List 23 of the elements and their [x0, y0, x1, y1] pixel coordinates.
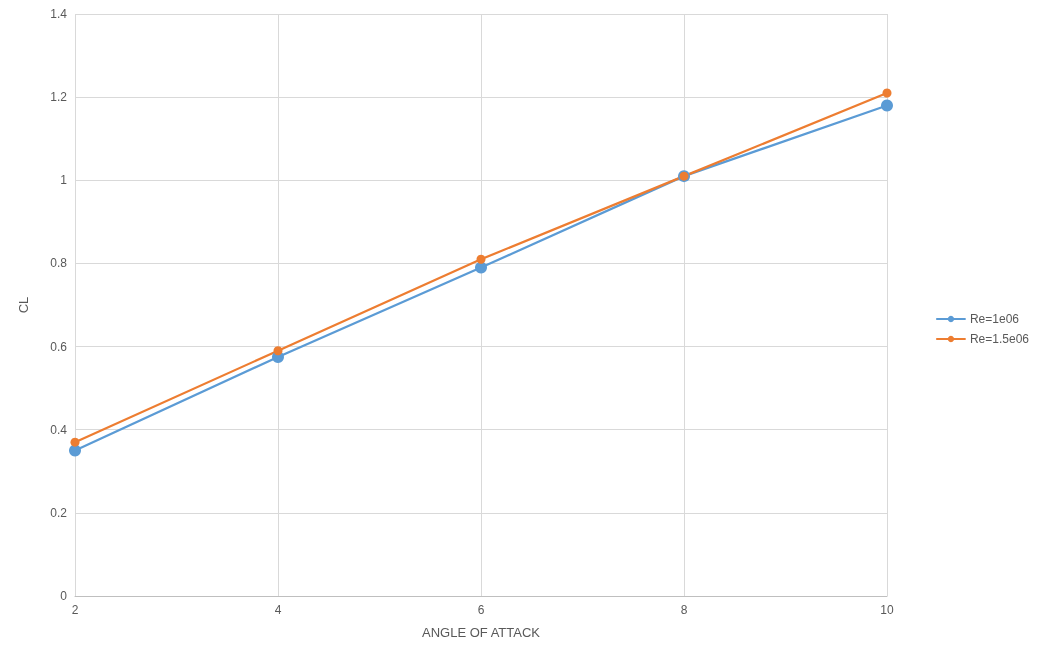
x-tick-label: 10: [880, 603, 894, 617]
y-tick-label: 1: [60, 173, 68, 188]
point: [273, 346, 283, 356]
legend-label: Re=1e06: [969, 312, 1020, 326]
y-tick-label: 0: [60, 589, 68, 603]
x-tick-label: 8: [680, 603, 688, 617]
point: [476, 254, 486, 264]
y-tick-label: 0.2: [50, 505, 68, 520]
point: [70, 437, 80, 447]
x-tick-label: 4: [274, 603, 282, 617]
y-tick-label: 1.4: [50, 7, 68, 21]
x-tick-label: 6: [477, 603, 485, 617]
point: [475, 261, 487, 274]
y-tick-label: 0.8: [50, 256, 68, 271]
x-axis-title: ANGLE OF ATTACK: [422, 625, 541, 640]
x-tick-label: 2: [71, 603, 79, 617]
y-tick-label: 0.6: [50, 339, 68, 354]
point: [881, 99, 893, 112]
legend-label: Re=1.5e06: [969, 332, 1030, 346]
y-tick-label: 1.2: [50, 90, 68, 105]
point: [882, 88, 892, 98]
y-tick-label: 0.4: [50, 422, 68, 437]
y-axis-title: CL: [16, 296, 31, 314]
